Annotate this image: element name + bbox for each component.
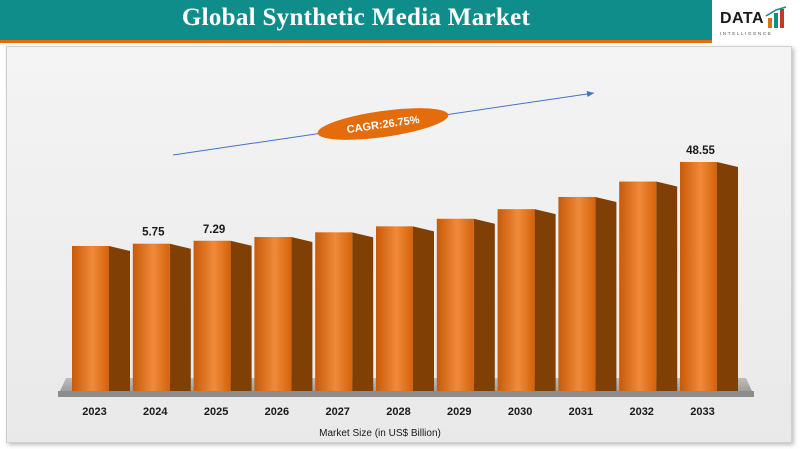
x-tick-label: 2023 [82,406,106,418]
bar-front [315,232,353,391]
cagr-ellipse [317,108,449,140]
data-label-2024: 5.75 [142,227,165,239]
bar-side [717,162,738,391]
bar-2032 [619,181,678,391]
bar-front [254,237,292,391]
bar-side [413,226,434,391]
datam-logo: DATA INTELLIGENCE [716,4,796,40]
bar-2033 [680,162,738,391]
bar-2025 [193,240,252,391]
x-axis-title: Market Size (in US$ Billion) [319,428,441,439]
bar-side [169,243,191,391]
x-tick-label: 2028 [386,406,410,418]
bar-front [72,246,109,391]
bar-2027 [315,232,374,391]
floor-edge [58,391,754,397]
bar-side [595,196,617,391]
bar-2023 [72,246,130,391]
bar-front [680,162,717,391]
chart-title: Global Synthetic Media Market [181,4,531,31]
x-tick-label: 2031 [569,406,593,418]
bar-front [376,226,413,391]
bar-front [497,209,535,391]
bar-front [193,240,231,391]
x-tick-label: 2024 [143,406,168,418]
x-tick-label: 2029 [447,406,471,418]
cagr-badge: CAGR:26.75% [317,108,449,140]
bars-group [72,162,738,391]
x-tick-label: 2027 [325,406,349,418]
logo-bars-icon [765,6,787,28]
bar-side [291,237,313,391]
x-tick-label: 2032 [629,406,653,418]
x-tick-label: 2026 [265,406,289,418]
data-label-2033: 48.55 [686,145,715,157]
bar-side [109,246,130,391]
x-tick-label: 2025 [204,406,228,418]
x-axis-ticks: 2023 2024 2025 2026 2027 2028 2029 2030 2031 2032… [82,406,714,418]
x-tick-label: 2033 [690,406,714,418]
bar-side [534,209,556,391]
bar-front [558,196,596,391]
bar-front [132,243,170,391]
value-labels-group: 5.75 7.29 48.55 [142,145,715,239]
bar-side [473,218,495,391]
data-label-2025: 7.29 [203,224,225,236]
bar-2024 [132,243,191,391]
bar-2026 [254,237,313,391]
logo-tagline: INTELLIGENCE [720,31,773,36]
bar-2031 [558,196,617,391]
bar-front [619,181,657,391]
logo-word: DATA [720,10,765,27]
x-tick-label: 2030 [508,406,532,418]
bar-2029 [436,218,495,391]
bar-2028 [376,226,434,391]
title-bar: Global Synthetic Media Market [0,0,712,43]
bar-side [230,240,252,391]
bar-front [436,218,474,391]
bar-side [352,232,374,391]
bar-side [656,181,678,391]
bar-2030 [497,209,556,391]
